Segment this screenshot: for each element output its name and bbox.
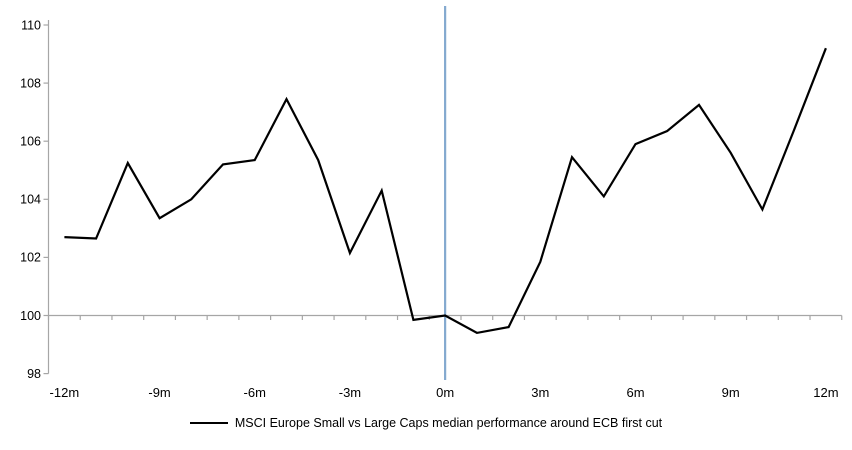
x-axis-tick-label: 12m	[813, 385, 838, 400]
x-axis-tick-label: -3m	[339, 385, 361, 400]
y-axis-tick-label: 106	[20, 135, 41, 149]
y-axis-tick-label: 108	[20, 76, 41, 90]
x-axis-tick-label: -6m	[244, 385, 266, 400]
x-axis-tick-label: 6m	[626, 385, 644, 400]
x-axis-tick-label: 0m	[436, 385, 454, 400]
x-axis-tick-label: 3m	[531, 385, 549, 400]
y-axis-tick-label: 110	[21, 18, 41, 32]
x-axis-tick-label: 9m	[722, 385, 740, 400]
y-axis-tick-label: 100	[20, 309, 41, 323]
y-axis-tick-label: 102	[20, 251, 41, 265]
y-axis-tick-label: 104	[20, 193, 41, 207]
x-axis-tick-label: -12m	[50, 385, 80, 400]
x-axis-tick-label: -9m	[148, 385, 170, 400]
performance-series-line	[64, 47, 827, 335]
y-axis-tick-label: 98	[27, 367, 41, 381]
